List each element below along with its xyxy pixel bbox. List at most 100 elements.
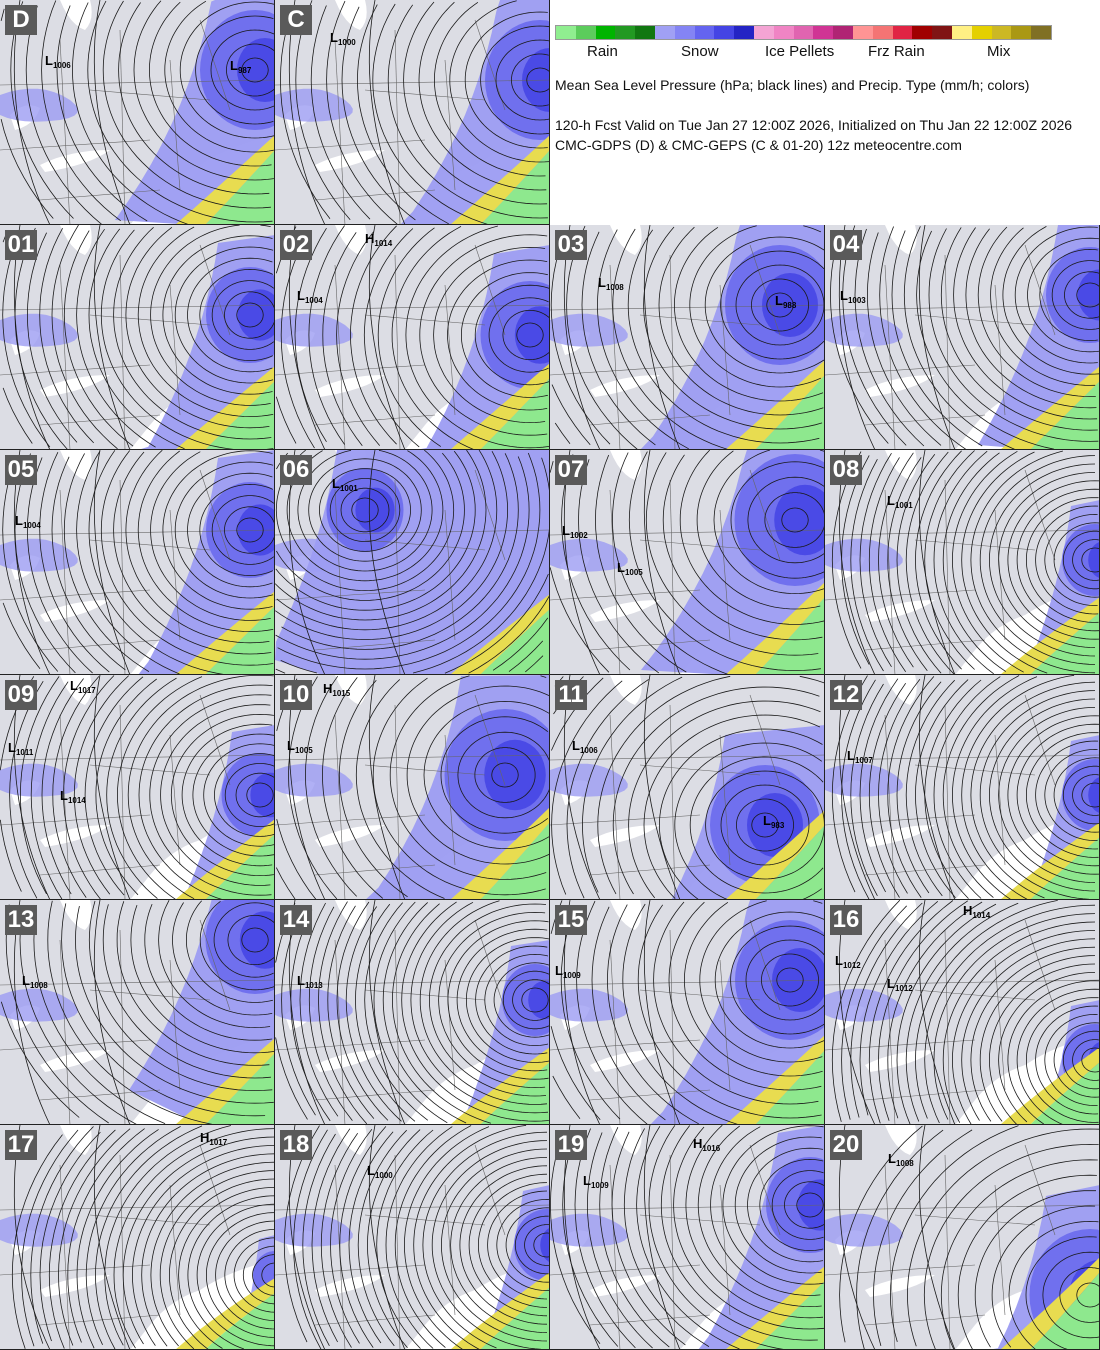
legend-swatch [556,26,576,39]
lake-effect-snow [0,1213,78,1247]
rain-area [205,606,275,675]
member-label: 01 [5,230,37,260]
hudson-bay [60,1125,92,1155]
map-panel-03: L1008 L988 03 [550,225,825,450]
model-source: CMC-GDPS (D) & CMC-GEPS (C & 01-20) 12z … [555,137,962,153]
high-pressure-center: H1016 [693,1136,721,1153]
legend-swatch [1011,26,1032,39]
panel-border [825,1125,1100,1350]
hudson-bay [60,450,92,480]
rain-area [755,1281,825,1350]
mix-area [1000,597,1100,675]
map-panel-06: L1001 06 [275,450,550,675]
pressure-precip-map: L1008 [825,1125,1100,1350]
low-pressure-center: L1009 [583,1173,609,1190]
snow-very-heavy [772,948,825,1012]
rain-area [1030,381,1100,450]
rain-area [205,381,275,450]
panel-border [550,675,825,900]
map-panel-15: L1009 15 [550,900,825,1125]
snow-very-heavy [1088,540,1100,580]
hudson-bay [335,675,367,705]
isobars [275,225,550,450]
lake [590,1275,660,1297]
low-pressure-center: L1008 [22,973,48,990]
map-panel-14: L1013 14 [275,900,550,1125]
pressure-precip-map: L1007 [825,675,1100,900]
pressure-precip-map: H1017 [0,1125,275,1350]
panel-border [825,900,1100,1125]
legend-categories: Rain Snow Ice Pellets Frz Rain Mix [555,40,1095,60]
snow-very-heavy [1088,775,1100,815]
map-panel-09: L1017 L1011 L1014 09 [0,675,275,900]
isobars [550,450,825,675]
hudson-bay [885,225,917,255]
lake [315,1275,385,1297]
legend-swatch [813,26,834,39]
isobars [0,0,275,225]
high-pressure-center: H1014 [365,231,393,248]
isobars [279,0,550,225]
lake-effect-snow [275,313,353,347]
low-pressure-center: L1004 [15,513,41,530]
rain-area [480,378,550,450]
legend-swatch [912,26,933,39]
legend-swatch [615,26,636,39]
low-pressure-center: L1017 [70,678,96,695]
political-boundaries [550,919,825,1125]
map-panel-04: L1003 04 [825,225,1100,450]
pressure-precip-map [0,225,275,450]
lake-effect-snow [825,988,903,1022]
political-boundaries [825,1144,1100,1350]
hudson-bay [885,450,917,480]
legend-swatch [932,26,952,39]
map-description: Mean Sea Level Pressure (hPa; black line… [555,77,1030,93]
political-boundaries [550,1144,825,1350]
map-panel-07: L1002 L1005 07 [550,450,825,675]
high-pressure-center: H1017 [200,1130,228,1147]
lake [315,150,385,172]
snow-very-heavy [528,980,550,1020]
map-panel-18: L1000 18 [275,1125,550,1350]
low-pressure-center: L983 [763,813,785,830]
legend-swatch [595,26,616,39]
isobars [831,900,1100,1125]
legend-frz-rain: Frz Rain [868,43,925,60]
snow-very-heavy [355,487,395,533]
low-pressure-center: L987 [230,58,252,75]
legend-swatch [734,26,754,39]
member-label: 20 [830,1130,862,1160]
legend-swatch [852,26,873,39]
panel-border [825,675,1100,900]
snow-heavy [766,1157,825,1253]
legend-swatch [872,26,893,39]
member-label: 05 [5,455,37,485]
pressure-precip-map: H1016 L1009 [550,1125,825,1350]
legend-swatch [694,26,715,39]
map-panel-17: H1017 17 [0,1125,275,1350]
lake-effect-snow [0,763,78,797]
rain-area [480,609,550,675]
mix-area [450,594,550,675]
rain-area [205,1053,275,1125]
map-panel-16: H1014 L1012 L1012 16 [825,900,1100,1125]
panel-border [0,225,275,450]
legend-mix: Mix [987,43,1011,60]
panel-border [825,450,1100,675]
legend-swatch [833,26,853,39]
lake [40,1275,110,1297]
hudson-bay [610,450,642,480]
legend-swatch [714,26,735,39]
member-label: 12 [830,680,862,710]
panel-border [550,450,825,675]
low-pressure-center: L1006 [572,738,598,755]
isobars [831,450,1100,675]
legend-swatch [991,26,1012,39]
snow-very-heavy [237,38,275,102]
lake [590,1050,660,1072]
low-pressure-center: L988 [775,293,797,310]
legend-swatch [1031,26,1051,39]
political-boundaries [275,694,550,900]
snow-heavy [485,20,550,140]
lake-effect-snow [825,538,903,572]
